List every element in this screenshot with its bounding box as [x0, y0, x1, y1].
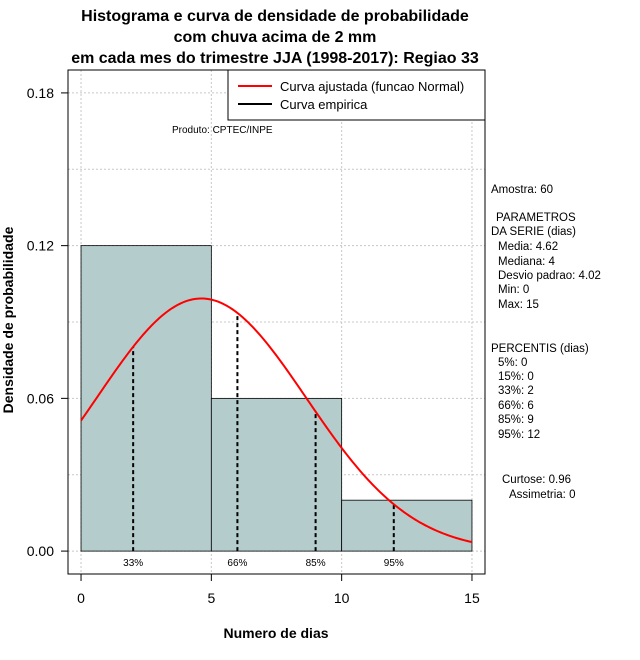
histogram-bar-3 [341, 499, 473, 552]
percentile-markers: 33% 66% 85% 95% [123, 312, 404, 569]
params-title-line-2: DA SERIE (dias) [491, 226, 576, 238]
param-max: Max: 15 [498, 299, 539, 311]
percentil-95: 95%: 12 [498, 429, 540, 441]
param-mediana: Mediana: 4 [498, 256, 556, 268]
percentis-title: PERCENTIS (dias) [491, 343, 589, 355]
x-axis: 0 5 10 15 [77, 573, 480, 606]
histogram-bar-1 [80, 245, 212, 552]
x-tick-label: 0 [77, 590, 85, 606]
legend-label-fitted-curve: Curva ajustada (funcao Normal) [280, 79, 464, 94]
legend-box [227, 69, 486, 121]
legend: Curva ajustada (funcao Normal) Curva emp… [227, 69, 486, 121]
product-annotation: Produto: CPTEC/INPE [172, 125, 273, 136]
percentile-label-66: 66% [227, 558, 247, 569]
y-tick-label: 0.18 [27, 85, 54, 101]
percentil-5: 5%: 0 [498, 357, 527, 369]
percentil-66: 66%: 6 [498, 400, 534, 412]
curtose: Curtose: 0.96 [502, 474, 571, 486]
param-min: Min: 0 [498, 284, 529, 296]
percentil-15: 15%: 0 [498, 371, 534, 383]
statistics-panel: Amostra: 60 PARAMETROS DA SERIE (dias) M… [491, 184, 601, 501]
percentil-33: 33%: 2 [498, 385, 534, 397]
percentile-label-33: 33% [123, 558, 143, 569]
param-desvio-padrao: Desvio padrao: 4.02 [498, 270, 601, 282]
params-title-line-1: PARAMETROS [496, 212, 576, 224]
y-axis-title: Densidade de probabilidade [0, 226, 16, 413]
percentil-85: 85%: 9 [498, 414, 534, 426]
y-tick-label: 0.12 [27, 238, 54, 254]
fitted-normal-curve [80, 297, 473, 544]
histogram-bar-2 [210, 397, 343, 552]
assimetria: Assimetria: 0 [509, 489, 575, 501]
x-tick-label: 15 [464, 590, 480, 606]
chart-title-line-1: Histograma e curva de densidade de proba… [81, 8, 469, 25]
sample-size: Amostra: 60 [491, 184, 553, 196]
y-tick-label: 0.00 [27, 543, 54, 559]
legend-label-empirical-curve: Curva empirica [280, 97, 368, 112]
percentile-label-95: 95% [384, 558, 404, 569]
param-media: Media: 4.62 [498, 241, 558, 253]
x-tick-label: 10 [334, 590, 350, 606]
x-axis-title: Numero de dias [223, 625, 328, 641]
y-tick-label: 0.06 [27, 390, 54, 406]
chart-title-line-2: com chuva acima de 2 mm [174, 29, 377, 46]
percentile-label-85: 85% [306, 558, 326, 569]
y-axis: 0.00 0.06 0.12 0.18 [27, 85, 69, 559]
histogram-bars [80, 245, 473, 552]
chart-title-line-3: em cada mes do trimestre JJA (1998-2017)… [71, 50, 479, 67]
x-tick-label: 5 [207, 590, 215, 606]
